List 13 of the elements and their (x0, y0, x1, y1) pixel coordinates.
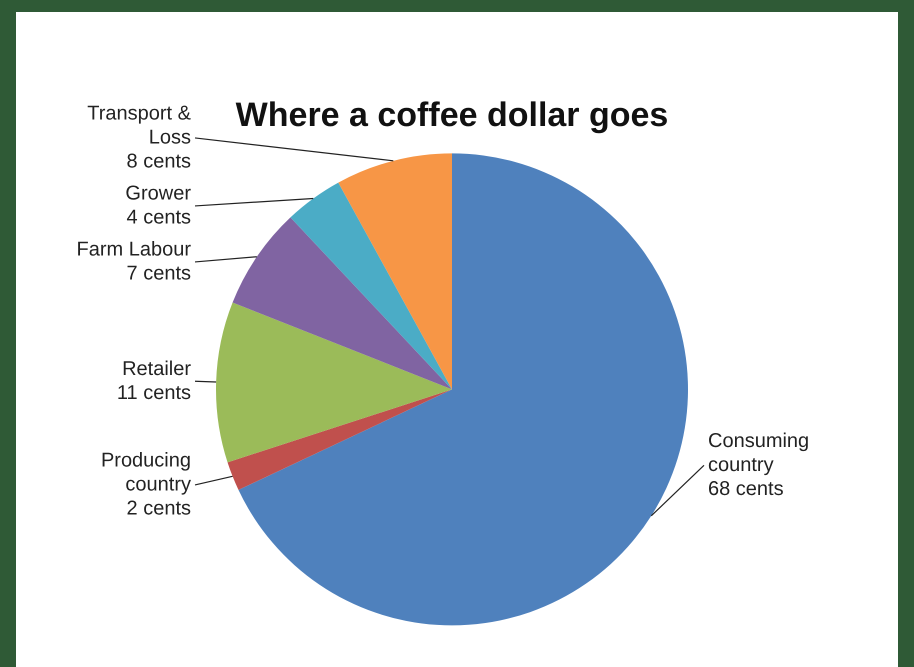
slice-label: Grower (125, 182, 192, 204)
data-label: 68 cents (708, 478, 784, 500)
data-label: 8 cents (126, 150, 191, 172)
data-label: 4 cents (126, 206, 191, 228)
slice-label: Transport & Loss (87, 102, 192, 148)
slice-label: Farm Labour (76, 238, 192, 260)
data-label: 11 cents (116, 382, 191, 404)
chart-title: Where a coffee dollar goes (236, 96, 668, 134)
slice-label: Retailer (122, 358, 192, 380)
slice-label: Consuming country (708, 430, 810, 476)
slice-label: Producing country (100, 449, 191, 496)
data-label: 7 cents (126, 262, 191, 284)
data-label: 2 cents (126, 497, 191, 520)
